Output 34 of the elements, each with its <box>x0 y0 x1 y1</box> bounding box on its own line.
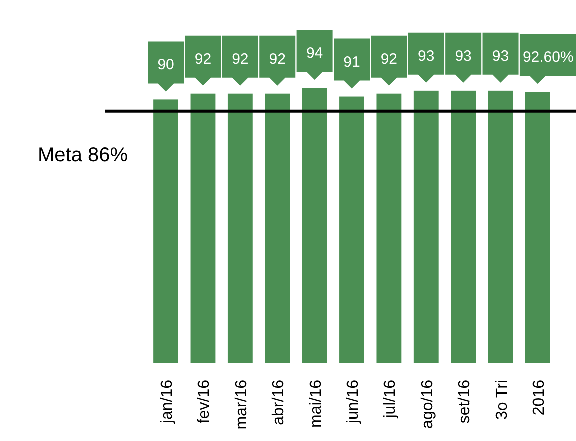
bar <box>488 90 514 363</box>
data-label: 91 <box>344 54 360 71</box>
bar <box>302 88 328 363</box>
data-label: 93 <box>455 48 472 65</box>
data-label: 90 <box>158 56 174 74</box>
data-label: 92.60% <box>522 49 574 66</box>
ref-line-label: Meta 86% <box>38 144 128 166</box>
x-tick-label: ago/16 <box>419 380 436 429</box>
data-label: 92 <box>232 50 249 68</box>
x-tick-label: fev/16 <box>196 380 214 424</box>
bar <box>154 100 178 363</box>
x-tick-label: jan/16 <box>159 380 176 425</box>
data-label: 92 <box>380 50 398 68</box>
x-tick-label: 2016 <box>530 380 548 416</box>
x-tick-label: mai/16 <box>308 380 325 428</box>
data-label: 93 <box>492 48 510 65</box>
x-tick-label: abr/16 <box>270 380 288 426</box>
bar <box>228 94 253 363</box>
bar <box>414 90 439 363</box>
bar <box>265 94 290 363</box>
data-label: 94 <box>306 45 324 62</box>
bar <box>340 96 364 363</box>
data-label: 92 <box>194 50 212 68</box>
x-tick-label: set/16 <box>456 380 474 424</box>
x-tick-label: mar/16 <box>233 380 250 430</box>
data-label: 92 <box>269 50 286 68</box>
x-tick-label: jul/16 <box>382 380 400 420</box>
bar <box>451 90 476 363</box>
data-label: 93 <box>418 48 435 65</box>
bar <box>190 94 216 363</box>
bar <box>376 94 402 363</box>
x-tick-label: 3o Tri <box>494 380 511 420</box>
bar <box>526 92 550 363</box>
x-tick-label: jun/16 <box>345 380 362 425</box>
